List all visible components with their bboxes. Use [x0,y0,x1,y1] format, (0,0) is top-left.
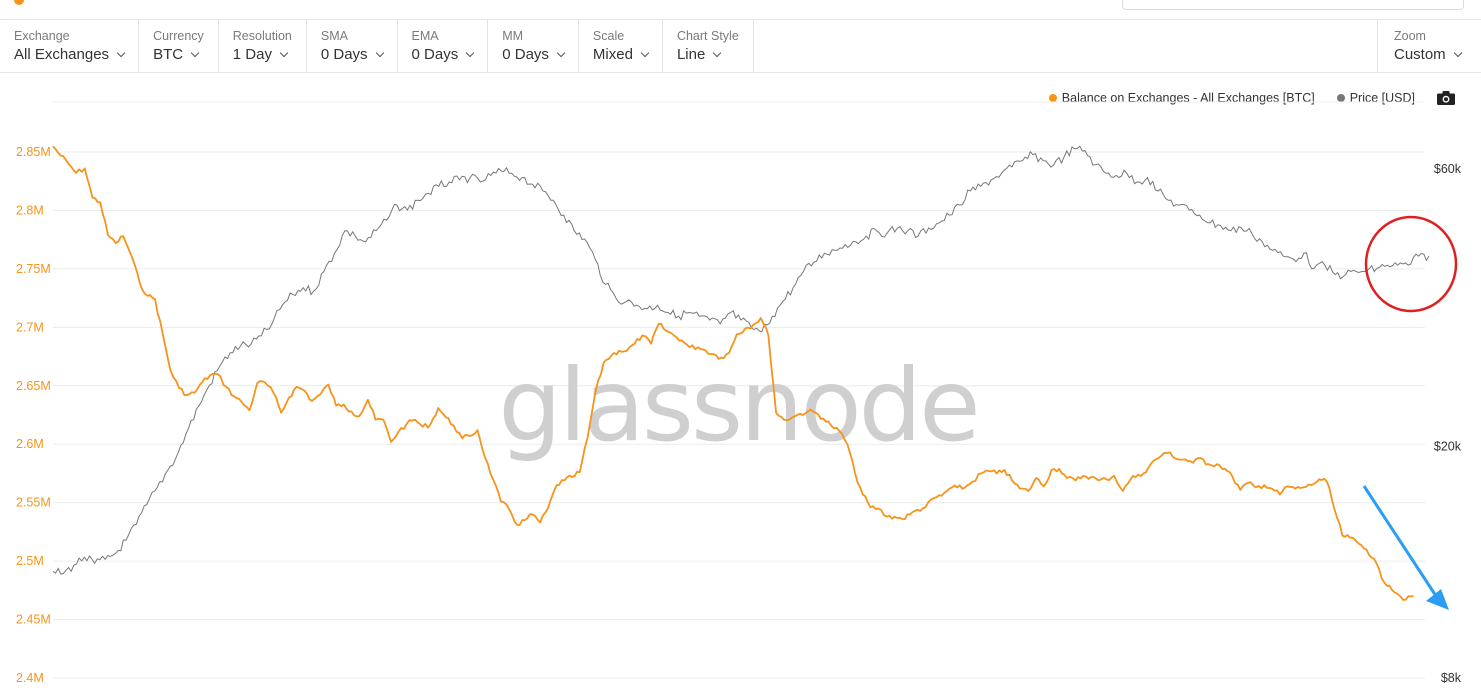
series-line-balance [52,145,1414,601]
chevron-down-icon [465,48,475,58]
sma-label: SMA [320,29,348,43]
chevron-down-icon [713,48,722,58]
resolution-label: Resolution [232,29,292,43]
left-tick-label: 2.85M [16,145,51,159]
right-tick-label: $20k [1434,440,1462,454]
right-tick-label: $8k [1441,671,1462,685]
chevron-down-icon [1453,48,1462,58]
ema-select[interactable]: EMA 0 Days [398,20,489,73]
sma-select[interactable]: SMA 0 Days [307,20,398,73]
scale-value: Mixed [592,46,633,63]
left-tick-label: 2.65M [16,379,51,393]
scale-label: Scale [592,29,625,43]
chart-style-label: Chart Style [676,29,739,43]
zoom-select[interactable]: Zoom Custom [1377,20,1481,73]
exchange-label: Exchange [14,29,70,43]
sma-value: 0 Days [320,46,368,63]
resolution-value: 1 Day [232,46,272,63]
chart-style-value: Line [676,46,706,63]
zoom-value: Custom [1394,46,1446,63]
header-strip [0,0,1481,20]
mm-label: MM [502,29,524,43]
search-input[interactable] [1122,0,1464,10]
chart-area: glassnode 2.4M 2.45M 2.5M 2.55M 2.6M 2.65M 2.7… [16,101,1462,685]
left-tick-label: 2.6M [16,437,44,451]
left-tick-label: 2.75M [16,262,51,276]
left-tick-label: 2.8M [16,203,44,217]
currency-label: Currency [153,29,204,43]
chevron-down-icon [375,48,384,58]
series-line-price [52,145,1430,575]
left-tick-label: 2.55M [16,496,51,510]
left-tick-label: 2.4M [16,671,44,685]
mm-value: 0 Days [502,46,549,63]
gridlines [53,101,1425,679]
right-axis: $8k $20k $60k [1434,162,1462,685]
resolution-select[interactable]: Resolution 1 Day [219,20,307,73]
ema-label: EMA [411,29,439,43]
chart-toolbar: Exchange All Exchanges Currency BTC Reso… [0,20,1481,73]
chevron-down-icon [190,48,200,58]
exchange-value: All Exchanges [14,46,110,63]
zoom-label: Zoom [1394,29,1426,43]
left-tick-label: 2.5M [16,554,44,568]
watermark: glassnode [498,347,977,464]
chevron-down-icon [279,48,289,58]
chevron-down-icon [116,48,126,58]
right-tick-label: $60k [1434,162,1462,176]
chevron-down-icon [640,48,650,58]
legend-swatch-price [1336,94,1345,102]
chart-style-select[interactable]: Chart Style Line [663,20,754,73]
annotation-arrow [1362,485,1449,610]
left-tick-label: 2.45M [16,613,51,627]
left-axis: 2.4M 2.45M 2.5M 2.55M 2.6M 2.65M 2.7M 2.75M 2.8M… [16,145,51,685]
legend-swatch-balance [1048,94,1057,102]
chevron-down-icon [556,48,566,58]
currency-select[interactable]: Currency BTC [139,20,219,73]
asset-dot-icon [14,0,24,5]
annotation-circle [1364,215,1458,313]
exchange-select[interactable]: Exchange All Exchanges [0,20,140,73]
mm-select[interactable]: MM 0 Days [488,20,579,73]
camera-icon[interactable] [1437,91,1455,105]
currency-value: BTC [153,46,184,63]
scale-select[interactable]: Scale Mixed [579,20,663,73]
ema-value: 0 Days [411,46,459,63]
left-tick-label: 2.7M [16,320,44,334]
